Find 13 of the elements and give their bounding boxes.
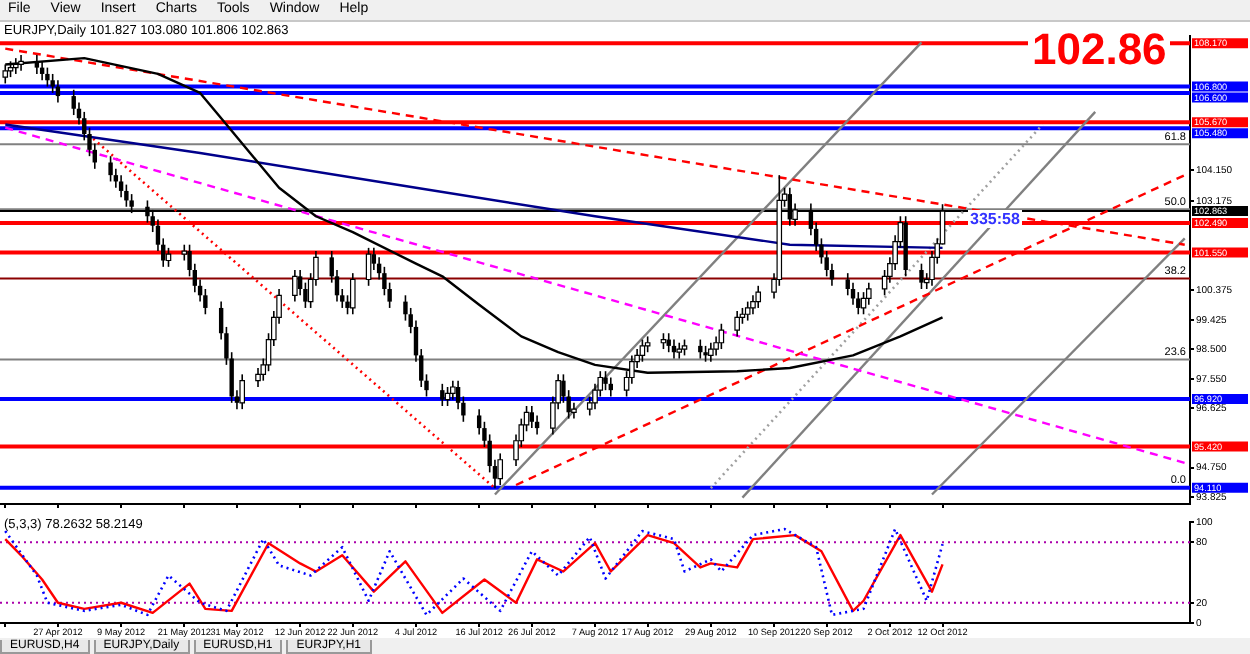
candlestick <box>919 262 924 290</box>
candlestick <box>856 291 861 316</box>
candlestick <box>118 174 124 199</box>
candlestick <box>45 66 50 88</box>
candlestick <box>845 272 850 297</box>
candlestick <box>50 73 55 94</box>
candlestick <box>108 155 113 183</box>
annotation: 102.86 <box>1028 24 1171 74</box>
candlestick <box>529 405 535 429</box>
candlestick <box>698 338 703 360</box>
candlestick <box>903 215 908 278</box>
candlestick <box>440 383 445 407</box>
annotation: 335:58 <box>968 210 1022 228</box>
